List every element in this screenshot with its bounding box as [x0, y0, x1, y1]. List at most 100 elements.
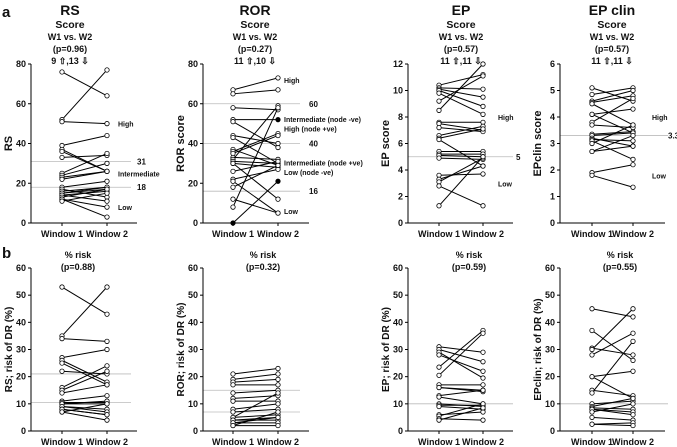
- y-tick-label: 0: [21, 218, 26, 228]
- pair-line: [591, 87, 634, 102]
- pair-line: [591, 103, 634, 126]
- pair-line: [61, 359, 108, 383]
- pair-line: [591, 174, 634, 188]
- window1-point: [589, 140, 595, 147]
- window2-point: [275, 409, 281, 415]
- chart-subtitle: (p=0.57): [595, 44, 629, 54]
- window2-point: [630, 338, 636, 344]
- pair-line: [61, 408, 108, 416]
- pair-line: [232, 389, 279, 394]
- window1-point: [230, 134, 236, 141]
- pair-line: [232, 411, 279, 427]
- window2-point: [104, 382, 110, 388]
- pair-line: [61, 411, 108, 421]
- pair-line: [61, 349, 108, 359]
- chart-subtitle: (p=0.96): [53, 44, 87, 54]
- window1-point: [436, 90, 442, 96]
- window1-point: [230, 178, 236, 184]
- pair-line: [591, 135, 634, 152]
- pair-line: [232, 168, 279, 180]
- window1-point: [589, 374, 595, 380]
- pair-line: [61, 362, 108, 386]
- threshold-label: 40: [309, 140, 318, 149]
- window2-point: [630, 401, 636, 407]
- y-tick-label: 30: [393, 345, 403, 355]
- chart-subtitle: W1 vs. W2: [233, 32, 278, 42]
- window2-point: [104, 393, 110, 399]
- region-label: High: [284, 78, 300, 85]
- region-label: Low (node -ve): [284, 170, 333, 177]
- window1-point: [230, 184, 236, 190]
- window2-point: [104, 204, 110, 210]
- window2-point: [275, 162, 281, 168]
- pair-line: [61, 286, 108, 337]
- window2-point: [630, 314, 636, 320]
- chart-subtitle: Score: [240, 19, 269, 31]
- pair-line: [61, 338, 108, 342]
- y-tick-label: 6: [398, 139, 403, 149]
- pair-line: [438, 123, 484, 131]
- pair-line: [591, 124, 634, 144]
- window1-point: [59, 176, 65, 182]
- window2-point: [630, 156, 636, 162]
- chart-subtitle: 9 ⇧,13 ⇩: [51, 56, 89, 66]
- window1-point: [589, 409, 595, 415]
- x-tick-label: Window 1: [571, 229, 613, 239]
- y-tick-label: 3: [550, 139, 555, 149]
- window2-point: [275, 87, 281, 93]
- window2-point: [104, 168, 110, 174]
- chart-subtitle: (p=0.59): [452, 262, 486, 272]
- x-tick-label: Window 2: [86, 437, 128, 447]
- pair-line: [438, 75, 484, 102]
- y-axis-label: EP; risk of DR (%): [381, 307, 392, 392]
- chart-title: EP clin: [589, 2, 635, 18]
- pair-line: [61, 403, 108, 413]
- window2-point: [480, 111, 486, 117]
- window2-point: [480, 387, 486, 393]
- y-tick-label: 50: [16, 290, 26, 300]
- window2-point: [104, 190, 110, 196]
- y-tick-label: 10: [545, 399, 555, 409]
- window2-point: [630, 132, 636, 139]
- window1-point: [436, 394, 442, 400]
- window2-point: [104, 132, 110, 139]
- threshold-label: 18: [137, 183, 146, 192]
- window1-point: [589, 85, 595, 91]
- window2-point: [104, 368, 110, 374]
- pair-line: [438, 407, 484, 421]
- window1-point: [589, 346, 595, 353]
- x-tick-label: Window 1: [418, 229, 460, 239]
- window1-point: [230, 196, 236, 202]
- window2-point: [275, 210, 281, 216]
- window1-point: [436, 183, 442, 189]
- pair-line: [438, 157, 484, 160]
- x-tick-label: Window 1: [212, 229, 254, 239]
- window1-point: [230, 390, 236, 396]
- y-tick-label: 40: [16, 317, 26, 327]
- window1-point: [589, 91, 595, 98]
- y-tick-label: 4: [398, 165, 403, 175]
- window2-point: [630, 422, 636, 429]
- pair-line: [591, 407, 634, 410]
- window1-point: [589, 352, 595, 358]
- y-tick-label: 0: [398, 218, 403, 228]
- x-tick-label: Window 1: [418, 437, 460, 447]
- window2-point: [104, 198, 110, 204]
- region-label: Low: [118, 205, 133, 212]
- pair-line: [438, 406, 484, 410]
- x-tick-label: Window 1: [41, 437, 83, 447]
- window1-point: [230, 371, 236, 377]
- window2-point: [104, 363, 110, 369]
- window1-point: [589, 122, 595, 128]
- pair-line: [591, 416, 634, 421]
- chart-subtitle: (p=0.32): [246, 262, 280, 272]
- x-tick-label: Window 2: [462, 229, 504, 239]
- pair-line: [438, 128, 484, 139]
- pair-line: [232, 180, 279, 224]
- window2-point: [630, 162, 636, 168]
- window2-point: [480, 126, 486, 132]
- y-tick-label: 2: [398, 192, 403, 202]
- window2-point: [104, 284, 110, 290]
- window1-point: [436, 203, 442, 209]
